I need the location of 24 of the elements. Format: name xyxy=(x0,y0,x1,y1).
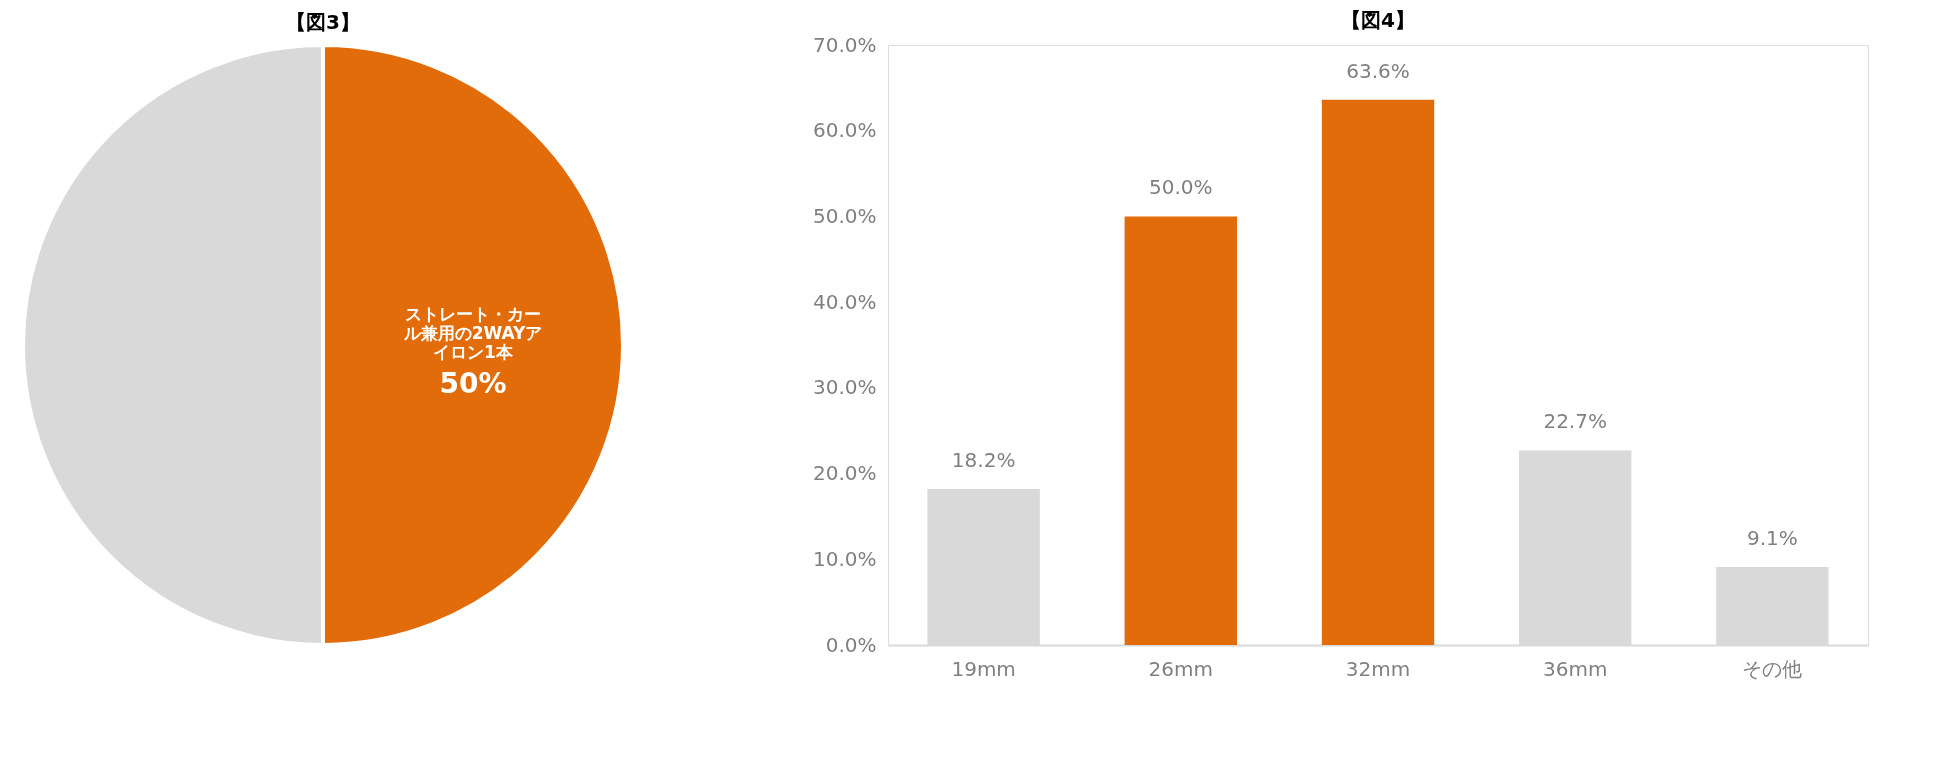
x-tick-label: 32mm xyxy=(1345,656,1411,681)
data-label: 50.0% xyxy=(1149,175,1213,200)
data-label: 63.6% xyxy=(1346,58,1410,83)
x-tick-label: 26mm xyxy=(1148,656,1214,681)
data-label: 22.7% xyxy=(1543,409,1607,434)
y-tick-label: 50.0% xyxy=(812,203,877,228)
y-tick-label: 0.0% xyxy=(825,632,877,657)
y-tick-label: 10.0% xyxy=(812,546,877,571)
chart-title: 【図3】 xyxy=(286,10,360,34)
x-tick-label: その他 xyxy=(1742,656,1803,681)
chart-title: 【図4】 xyxy=(1341,8,1415,32)
bar xyxy=(1124,216,1238,645)
data-label: 9.1% xyxy=(1746,526,1798,550)
x-tick-label: 36mm xyxy=(1542,656,1608,681)
slice-label: ストレート・カール兼用の2WAYアイロン1本 xyxy=(402,304,543,362)
y-tick-label: 70.0% xyxy=(812,32,877,57)
y-tick-label: 20.0% xyxy=(812,461,877,486)
y-tick-label: 40.0% xyxy=(812,289,877,314)
y-tick-label: 60.0% xyxy=(812,118,877,143)
y-tick-label: 30.0% xyxy=(812,375,877,400)
data-label: 18.2% xyxy=(951,448,1016,472)
bar xyxy=(1321,99,1435,645)
x-tick-label: 19mm xyxy=(951,656,1016,681)
data-label: 50% xyxy=(439,367,507,400)
